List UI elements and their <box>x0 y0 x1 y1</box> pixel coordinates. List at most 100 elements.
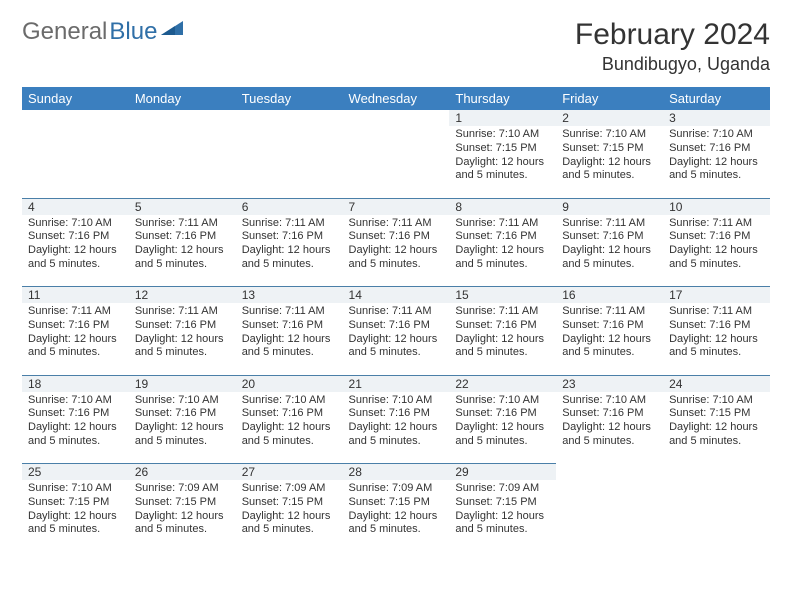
day-info-cell: Sunrise: 7:11 AMSunset: 7:16 PMDaylight:… <box>449 303 556 375</box>
sunset-text: Sunset: 7:16 PM <box>349 319 444 333</box>
sunrise-text: Sunrise: 7:10 AM <box>349 394 444 408</box>
sunset-text: Sunset: 7:16 PM <box>28 407 123 421</box>
daylight-text: Daylight: 12 hours and 5 minutes. <box>669 156 764 184</box>
sunrise-text: Sunrise: 7:10 AM <box>135 394 230 408</box>
sunrise-text: Sunrise: 7:09 AM <box>135 482 230 496</box>
day-number-cell <box>22 110 129 126</box>
sunset-text: Sunset: 7:16 PM <box>669 319 764 333</box>
day-info-cell: Sunrise: 7:11 AMSunset: 7:16 PMDaylight:… <box>556 303 663 375</box>
sunset-text: Sunset: 7:16 PM <box>562 230 657 244</box>
day-info-cell <box>343 126 450 198</box>
daylight-text: Daylight: 12 hours and 5 minutes. <box>562 244 657 272</box>
daylight-text: Daylight: 12 hours and 5 minutes. <box>135 421 230 449</box>
info-row: Sunrise: 7:10 AMSunset: 7:15 PMDaylight:… <box>22 126 770 198</box>
title-block: February 2024 Bundibugyo, Uganda <box>575 18 770 75</box>
day-info-cell: Sunrise: 7:09 AMSunset: 7:15 PMDaylight:… <box>449 480 556 552</box>
daylight-text: Daylight: 12 hours and 5 minutes. <box>455 244 550 272</box>
sunset-text: Sunset: 7:16 PM <box>28 319 123 333</box>
weekday-header: Monday <box>129 87 236 110</box>
day-info-cell <box>556 480 663 552</box>
daynum-row: 11121314151617 <box>22 287 770 304</box>
month-title: February 2024 <box>575 18 770 52</box>
day-number-cell: 22 <box>449 375 556 392</box>
sunset-text: Sunset: 7:15 PM <box>349 496 444 510</box>
daylight-text: Daylight: 12 hours and 5 minutes. <box>28 510 123 538</box>
day-number-cell: 8 <box>449 198 556 215</box>
logo-text-blue: Blue <box>109 18 157 46</box>
day-number-cell: 4 <box>22 198 129 215</box>
info-row: Sunrise: 7:10 AMSunset: 7:15 PMDaylight:… <box>22 480 770 552</box>
sunrise-text: Sunrise: 7:09 AM <box>455 482 550 496</box>
day-number-cell: 23 <box>556 375 663 392</box>
daylight-text: Daylight: 12 hours and 5 minutes. <box>242 421 337 449</box>
daylight-text: Daylight: 12 hours and 5 minutes. <box>669 421 764 449</box>
daylight-text: Daylight: 12 hours and 5 minutes. <box>562 421 657 449</box>
day-info-cell: Sunrise: 7:11 AMSunset: 7:16 PMDaylight:… <box>343 303 450 375</box>
day-number-cell: 9 <box>556 198 663 215</box>
daylight-text: Daylight: 12 hours and 5 minutes. <box>669 244 764 272</box>
daylight-text: Daylight: 12 hours and 5 minutes. <box>349 333 444 361</box>
day-info-cell: Sunrise: 7:11 AMSunset: 7:16 PMDaylight:… <box>343 215 450 287</box>
day-info-cell: Sunrise: 7:10 AMSunset: 7:15 PMDaylight:… <box>449 126 556 198</box>
day-number-cell: 7 <box>343 198 450 215</box>
calendar-table: SundayMondayTuesdayWednesdayThursdayFrid… <box>22 87 770 552</box>
day-number-cell: 1 <box>449 110 556 126</box>
day-number-cell: 15 <box>449 287 556 304</box>
day-number-cell: 28 <box>343 464 450 481</box>
day-info-cell: Sunrise: 7:11 AMSunset: 7:16 PMDaylight:… <box>663 215 770 287</box>
sunrise-text: Sunrise: 7:11 AM <box>135 305 230 319</box>
sunrise-text: Sunrise: 7:10 AM <box>455 128 550 142</box>
sunset-text: Sunset: 7:16 PM <box>135 319 230 333</box>
sunset-text: Sunset: 7:16 PM <box>349 407 444 421</box>
day-info-cell: Sunrise: 7:10 AMSunset: 7:16 PMDaylight:… <box>663 126 770 198</box>
day-info-cell: Sunrise: 7:09 AMSunset: 7:15 PMDaylight:… <box>236 480 343 552</box>
daylight-text: Daylight: 12 hours and 5 minutes. <box>455 510 550 538</box>
sunrise-text: Sunrise: 7:10 AM <box>455 394 550 408</box>
logo: GeneralBlue <box>22 18 183 46</box>
daylight-text: Daylight: 12 hours and 5 minutes. <box>455 156 550 184</box>
sunset-text: Sunset: 7:15 PM <box>135 496 230 510</box>
daylight-text: Daylight: 12 hours and 5 minutes. <box>242 510 337 538</box>
day-number-cell: 2 <box>556 110 663 126</box>
sunset-text: Sunset: 7:16 PM <box>669 230 764 244</box>
sunset-text: Sunset: 7:16 PM <box>135 230 230 244</box>
day-number-cell <box>236 110 343 126</box>
day-number-cell: 13 <box>236 287 343 304</box>
daylight-text: Daylight: 12 hours and 5 minutes. <box>349 510 444 538</box>
day-number-cell: 5 <box>129 198 236 215</box>
weekday-header: Wednesday <box>343 87 450 110</box>
day-info-cell <box>129 126 236 198</box>
weekday-header: Sunday <box>22 87 129 110</box>
day-info-cell: Sunrise: 7:10 AMSunset: 7:16 PMDaylight:… <box>22 215 129 287</box>
day-number-cell: 16 <box>556 287 663 304</box>
sunset-text: Sunset: 7:16 PM <box>349 230 444 244</box>
day-info-cell <box>236 126 343 198</box>
daylight-text: Daylight: 12 hours and 5 minutes. <box>135 510 230 538</box>
day-number-cell: 3 <box>663 110 770 126</box>
calendar-body: 123Sunrise: 7:10 AMSunset: 7:15 PMDaylig… <box>22 110 770 552</box>
logo-text-gray: General <box>22 18 107 46</box>
sunrise-text: Sunrise: 7:10 AM <box>28 217 123 231</box>
day-number-cell: 25 <box>22 464 129 481</box>
daylight-text: Daylight: 12 hours and 5 minutes. <box>242 333 337 361</box>
sunset-text: Sunset: 7:16 PM <box>562 407 657 421</box>
day-info-cell: Sunrise: 7:11 AMSunset: 7:16 PMDaylight:… <box>663 303 770 375</box>
day-number-cell: 10 <box>663 198 770 215</box>
daylight-text: Daylight: 12 hours and 5 minutes. <box>455 333 550 361</box>
sunset-text: Sunset: 7:16 PM <box>669 142 764 156</box>
day-number-cell <box>663 464 770 481</box>
day-number-cell <box>129 110 236 126</box>
day-info-cell: Sunrise: 7:10 AMSunset: 7:16 PMDaylight:… <box>449 392 556 464</box>
day-info-cell: Sunrise: 7:11 AMSunset: 7:16 PMDaylight:… <box>22 303 129 375</box>
sunset-text: Sunset: 7:15 PM <box>455 142 550 156</box>
daynum-row: 18192021222324 <box>22 375 770 392</box>
day-number-cell: 26 <box>129 464 236 481</box>
location: Bundibugyo, Uganda <box>575 54 770 75</box>
day-number-cell: 27 <box>236 464 343 481</box>
sunset-text: Sunset: 7:16 PM <box>242 407 337 421</box>
sunset-text: Sunset: 7:15 PM <box>28 496 123 510</box>
sunrise-text: Sunrise: 7:10 AM <box>28 394 123 408</box>
info-row: Sunrise: 7:11 AMSunset: 7:16 PMDaylight:… <box>22 303 770 375</box>
sunrise-text: Sunrise: 7:11 AM <box>349 217 444 231</box>
day-number-cell <box>343 110 450 126</box>
